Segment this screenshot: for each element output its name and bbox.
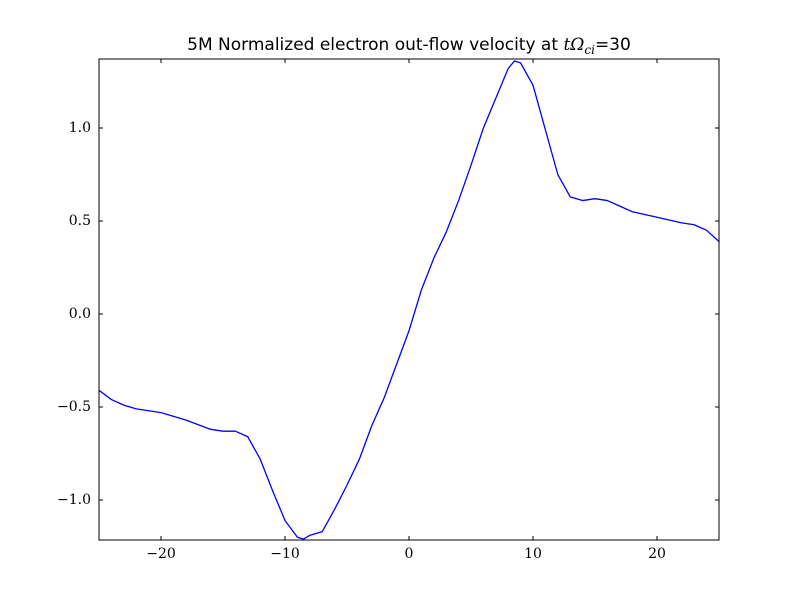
- title-math: tΩ: [563, 35, 584, 55]
- y-tick-label: 1.0: [69, 120, 91, 136]
- data-line: [99, 60, 719, 540]
- x-tick-label: 20: [648, 546, 666, 562]
- x-tick-label: −20: [146, 546, 176, 562]
- plot-frame: [98, 58, 720, 541]
- x-tick-label: 0: [405, 546, 414, 562]
- y-tick-label: −1.0: [57, 492, 91, 508]
- x-tick-label: −10: [270, 546, 300, 562]
- chart-title: 5M Normalized electron out-flow velocity…: [187, 35, 631, 57]
- title-text: 5M Normalized electron out-flow velocity…: [187, 35, 563, 55]
- title-suffix: =30: [595, 35, 631, 55]
- y-tick-label: 0.0: [69, 306, 91, 322]
- x-tick-label: 10: [524, 546, 542, 562]
- title-sub: ci: [584, 43, 595, 57]
- y-tick-label: −0.5: [57, 399, 91, 415]
- y-tick-label: 0.5: [69, 213, 91, 229]
